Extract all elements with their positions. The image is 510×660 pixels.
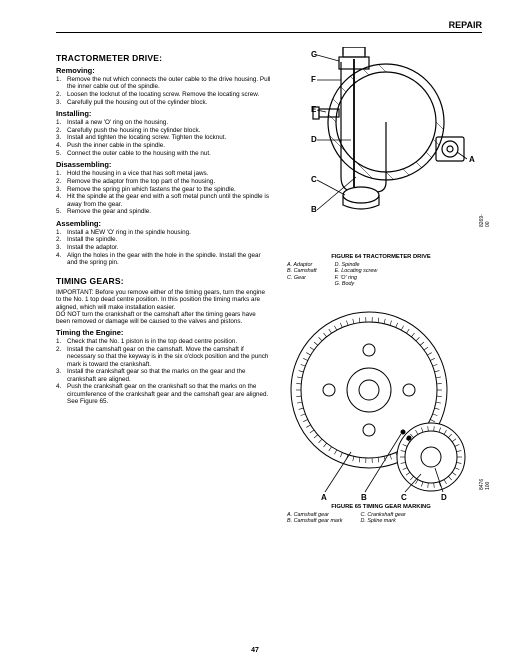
- list-item: 4.Push the crankshaft gear on the cranks…: [56, 383, 271, 405]
- list-item: 2.Install the camshaft gear on the camsh…: [56, 346, 271, 368]
- callout-e: E: [311, 105, 317, 114]
- callout-c2: C: [401, 493, 407, 502]
- important-note: IMPORTANT: Before you remove either of t…: [56, 289, 271, 325]
- page-number: 47: [0, 647, 510, 654]
- fig65-ref: 8476 100: [479, 479, 491, 490]
- list-item: 3.Install and tighten the locating screw…: [56, 134, 271, 141]
- timing-list: 1.Check that the No. 1 piston is in the …: [56, 338, 271, 405]
- list-item: 3.Install the adaptor.: [56, 244, 271, 251]
- section2-title: TIMING GEARS:: [56, 276, 271, 286]
- list-item: 1.Install a NEW 'O' ring in the spindle …: [56, 229, 271, 236]
- fig64-ref: 8269-00: [479, 214, 491, 227]
- right-column: G F E D C B A 8269-00 FIGURE 64 TRACTORM…: [281, 47, 481, 525]
- figure-64: G F E D C B A 8269-00: [281, 47, 481, 252]
- callout-a2: A: [321, 493, 327, 502]
- callout-g: G: [311, 50, 317, 59]
- list-item: 3.Remove the spring pin which fastens th…: [56, 186, 271, 193]
- list-item: 2.Remove the adaptor from the top part o…: [56, 178, 271, 185]
- disassembling-heading: Disassembling:: [56, 160, 271, 169]
- section1-title: TRACTORMETER DRIVE:: [56, 53, 271, 63]
- list-item: 1.Install a new 'O' ring on the housing.: [56, 119, 271, 126]
- list-item: 5.Connect the outer cable to the housing…: [56, 150, 271, 157]
- disassembling-list: 1.Hold the housing in a vice that has so…: [56, 170, 271, 215]
- left-column: TRACTORMETER DRIVE: Removing: 1.Remove t…: [56, 47, 271, 525]
- callout-c: C: [311, 175, 317, 184]
- list-item: 5.Remove the gear and spindle.: [56, 208, 271, 215]
- removing-heading: Removing:: [56, 66, 271, 75]
- callout-d2: D: [441, 493, 447, 502]
- figure65-caption: FIGURE 65 TIMING GEAR MARKING: [281, 504, 481, 510]
- callout-d: D: [311, 135, 317, 144]
- callout-f: F: [311, 75, 316, 84]
- list-item: 4.Hit the spindle at the gear end with a…: [56, 193, 271, 207]
- list-item: 2.Loosen the locknut of the locating scr…: [56, 91, 271, 98]
- callout-a: A: [469, 155, 475, 164]
- list-item: 2.Carefully push the housing in the cyli…: [56, 127, 271, 134]
- installing-list: 1.Install a new 'O' ring on the housing.…: [56, 119, 271, 157]
- callout-b: B: [311, 205, 317, 214]
- figure65-legend: A. Camshaft gear B. Camshaft gear mark C…: [281, 512, 481, 525]
- list-item: 1.Hold the housing in a vice that has so…: [56, 170, 271, 177]
- figure64-legend: A. Adaptor B. Camshaft C. Gear D. Spindl…: [281, 262, 481, 288]
- list-item: 2.Install the spindle.: [56, 236, 271, 243]
- list-item: 1.Remove the nut which connects the oute…: [56, 76, 271, 90]
- assembling-list: 1.Install a NEW 'O' ring in the spindle …: [56, 229, 271, 267]
- list-item: 3.Install the crankshaft gear so that th…: [56, 368, 271, 382]
- installing-heading: Installing:: [56, 109, 271, 118]
- figure-65: A B C D 8476 100: [281, 302, 481, 502]
- callout-b2: B: [361, 493, 367, 502]
- list-item: 3.Carefully pull the housing out of the …: [56, 99, 271, 106]
- list-item: 1.Check that the No. 1 piston is in the …: [56, 338, 271, 345]
- assembling-heading: Assembling:: [56, 219, 271, 228]
- page-header: REPAIR: [56, 20, 482, 33]
- removing-list: 1.Remove the nut which connects the oute…: [56, 76, 271, 106]
- timing-heading: Timing the Engine:: [56, 328, 271, 337]
- figure64-caption: FIGURE 64 TRACTORMETER DRIVE: [281, 254, 481, 260]
- list-item: 4.Push the inner cable in the spindle.: [56, 142, 271, 149]
- list-item: 4.Align the holes in the gear with the h…: [56, 252, 271, 266]
